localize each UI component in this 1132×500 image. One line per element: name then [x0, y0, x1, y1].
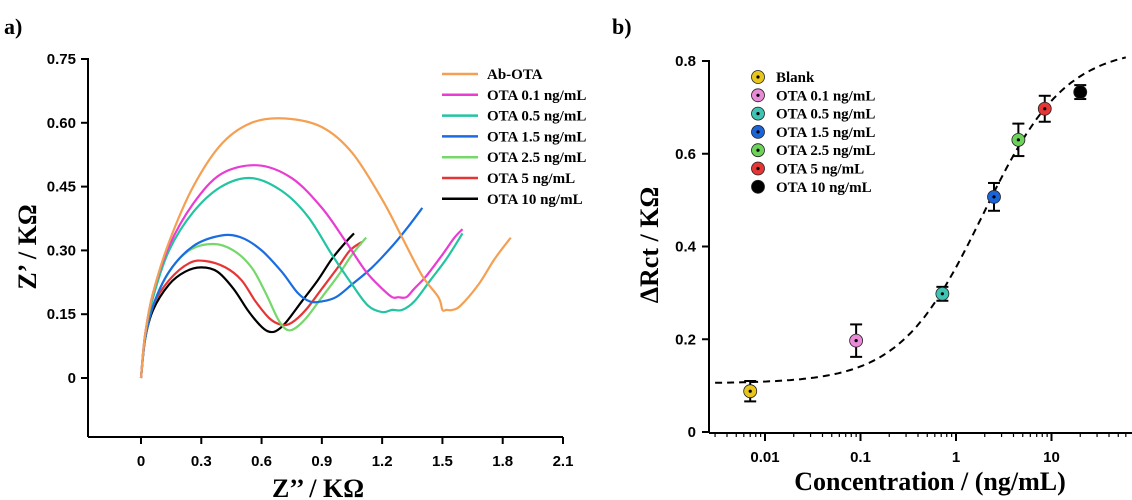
legend-marker-center: [756, 148, 760, 152]
legend-label: OTA 10 ng/mL: [776, 180, 872, 196]
x-tick-label-a: 0.6: [251, 453, 272, 470]
y-axis-title-b: ΔRct / KΩ: [635, 187, 664, 304]
y-tick-label-a: 0.75: [47, 51, 76, 68]
y-tick-label-a: 0: [68, 370, 76, 387]
x-tick-label-a: 2.1: [553, 453, 574, 470]
point-center: [1016, 138, 1020, 142]
legend-label: OTA 5 ng/mL: [487, 171, 575, 187]
y-tick-label-b: 0.8: [675, 53, 696, 70]
point-center: [940, 292, 944, 296]
series-line: [139, 207, 424, 379]
data-point: [987, 181, 1001, 212]
data-point: [743, 379, 758, 403]
panel-label-a: a): [4, 14, 22, 39]
data-point: [935, 285, 950, 302]
legend-label: OTA 0.1 ng/mL: [487, 88, 586, 104]
y-tick-label-b: 0.2: [675, 331, 696, 348]
point-center: [992, 195, 996, 199]
point-center: [748, 389, 752, 393]
panel-label-b: b): [612, 14, 632, 39]
legend-marker-center: [756, 166, 760, 171]
legend-label: OTA 10 ng/mL: [487, 192, 583, 208]
series-line: [139, 232, 355, 379]
data-point: [1037, 94, 1052, 123]
fit-curve: [715, 56, 1127, 384]
series-line: [139, 164, 464, 379]
y-tick-label-a: 0.45: [47, 179, 76, 196]
calibration-plot: 0.01 0.1 1 10 0 0.2 0.4 0.6 0.8 Blank OTA 0.1 ng/…: [635, 53, 1132, 496]
x-tick-label-a: 1.8: [492, 453, 513, 470]
legend-label: OTA 2.5 ng/mL: [487, 150, 586, 166]
x-tick-label-b: 0.1: [850, 449, 871, 466]
legend-label: Blank: [776, 70, 815, 86]
legend-label: OTA 0.1 ng/mL: [776, 88, 875, 104]
x-tick-label-a: 1.5: [432, 453, 453, 470]
legend-marker-center: [756, 112, 760, 116]
point-marker: [1073, 85, 1088, 99]
point-center: [1043, 107, 1047, 111]
y-axis-title-a: Z’ / KΩ: [13, 204, 42, 289]
legend-marker: [751, 179, 765, 194]
x-tick-label-a: 0.3: [191, 453, 212, 470]
y-tick-label-b: 0.6: [675, 146, 696, 163]
point-center: [854, 339, 858, 343]
x-tick-label-a: 0.9: [311, 453, 332, 470]
legend-label: Ab-OTA: [487, 67, 543, 83]
series-line: [139, 176, 464, 379]
legend-label: OTA 2.5 ng/mL: [776, 143, 875, 159]
legend-marker-center: [756, 75, 760, 79]
nyquist-plot: 0 0.3 0.6 0.9 1.2 1.5 1.8 2.1 0 0.15 0.30 0.45 0.60 0…: [13, 51, 586, 500]
y-tick-label-a: 0.15: [47, 306, 76, 323]
y-tick-label-b: 0: [688, 424, 696, 441]
data-point: [1011, 122, 1026, 158]
x-tick-label-b: 1: [952, 449, 960, 466]
legend-label: OTA 0.5 ng/mL: [487, 109, 586, 125]
y-tick-label-a: 0.30: [47, 242, 76, 259]
series-line: [139, 117, 512, 379]
y-tick-label-a: 0.60: [47, 115, 76, 132]
data-point: [1073, 84, 1088, 101]
y-tick-label-b: 0.4: [675, 239, 697, 256]
legend-marker-center: [756, 93, 760, 97]
legend-label: OTA 5 ng/mL: [776, 162, 864, 178]
legend-label: OTA 1.5 ng/mL: [487, 129, 586, 145]
legend-marker-center: [756, 130, 760, 134]
x-tick-label-a: 0: [137, 453, 145, 470]
x-tick-label-b: 10: [1043, 449, 1060, 466]
series-line: [139, 240, 363, 379]
x-tick-label-a: 1.2: [372, 453, 393, 470]
data-point: [849, 323, 864, 358]
legend-label: OTA 0.5 ng/mL: [776, 107, 875, 123]
x-axis-title-b: Concentration / (ng/mL): [794, 467, 1066, 496]
legend-label: OTA 1.5 ng/mL: [776, 125, 875, 141]
x-axis-title-a: Z’’ / KΩ: [272, 474, 364, 500]
x-tick-label-b: 0.01: [750, 449, 779, 466]
